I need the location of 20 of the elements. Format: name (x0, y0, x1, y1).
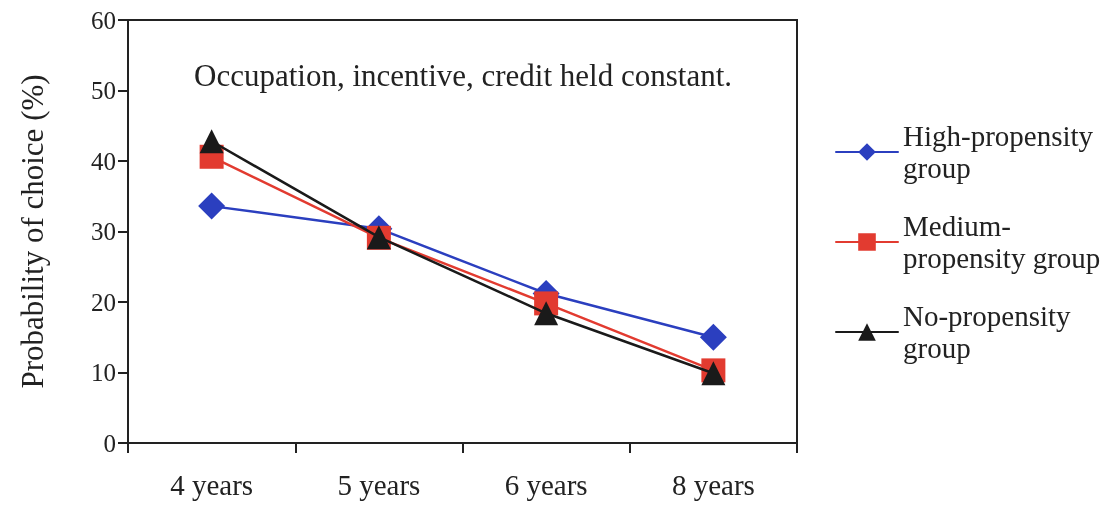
point (534, 301, 559, 326)
y-tick-label: 50 (91, 77, 116, 104)
legend-label: High-propensity group (903, 120, 1094, 184)
x-tick-label: 8 years (671, 468, 755, 501)
y-axis-title: Probability of choice (%) (15, 74, 50, 389)
x-tick-label: 4 years (170, 468, 254, 501)
x-tick-label: 6 years (504, 468, 588, 501)
y-tick-label: 0 (103, 429, 116, 457)
annotation: Occupation, incentive, credit held constant. (194, 58, 733, 93)
y-tick-label: 20 (91, 288, 116, 316)
y-tick-label: 40 (91, 147, 116, 175)
y-tick-label: 10 (91, 359, 116, 386)
y-tick-label: 30 (91, 218, 116, 245)
legend-label: No-propensity group (903, 300, 1072, 364)
x-tick-label: 5 years (337, 468, 421, 501)
legend-label: Medium-propensity group (903, 210, 1101, 274)
point (699, 323, 727, 351)
y-tick-label: 60 (91, 6, 116, 34)
point (198, 192, 226, 220)
point (199, 129, 224, 154)
